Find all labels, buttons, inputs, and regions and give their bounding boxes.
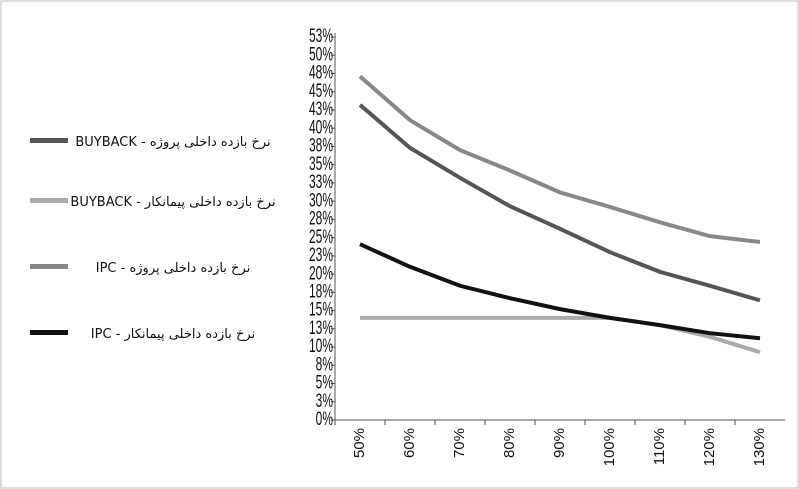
y-tick-label: 20% — [309, 262, 333, 284]
y-tick-label: 28% — [309, 208, 333, 230]
legend-swatch — [30, 138, 68, 143]
x-tick-label: 50% — [351, 428, 368, 458]
legend-label: نرخ بازده داخلی پیمانکار - BUYBACK — [70, 195, 276, 210]
y-tick-label: 13% — [309, 317, 333, 339]
legend-item: نرخ بازده داخلی پیمانکار - BUYBACK — [30, 190, 280, 216]
y-tick-label: 38% — [309, 135, 333, 157]
y-tick-label: 50% — [309, 44, 333, 66]
series-line — [358, 103, 761, 303]
legend-item: نرخ بازده داخلی پروژه - IPC — [30, 256, 280, 282]
legend-label: نرخ بازده داخلی پروژه - IPC — [95, 261, 251, 276]
y-tick-label: 0% — [316, 408, 333, 430]
legend-swatch — [30, 198, 68, 203]
legend-label: نرخ بازده داخلی پیمانکار - IPC — [90, 327, 256, 342]
x-tick-label: 90% — [551, 428, 568, 458]
y-tick-label: 33% — [309, 171, 333, 193]
x-tick-label: 130% — [751, 428, 768, 466]
x-tick-label: 120% — [701, 428, 718, 466]
y-tick-label: 5% — [316, 372, 333, 394]
legend-label: نرخ بازده داخلی پروژه - BUYBACK — [75, 135, 271, 150]
y-tick-label: 45% — [309, 80, 333, 102]
y-tick-label: 10% — [309, 335, 333, 357]
y-tick-label: 8% — [316, 354, 333, 376]
y-tick-label: 25% — [309, 226, 333, 248]
y-tick-label: 48% — [309, 62, 333, 84]
legend-swatch — [30, 330, 68, 335]
y-tick-label: 15% — [309, 299, 333, 321]
legend-item: نرخ بازده داخلی پیمانکار - IPC — [30, 322, 280, 348]
series-line — [358, 74, 761, 244]
y-tick-label: 43% — [309, 98, 333, 120]
x-tick-label: 80% — [501, 428, 518, 458]
x-tick-label: 60% — [401, 428, 418, 458]
y-tick-label: 35% — [309, 153, 333, 175]
y-tick-label: 53% — [309, 25, 333, 47]
series-line — [360, 315, 761, 355]
y-tick-label: 40% — [309, 116, 333, 138]
x-tick-label: 70% — [451, 428, 468, 458]
y-tick-label: 23% — [309, 244, 333, 266]
y-tick-label: 30% — [309, 189, 333, 211]
legend-item: نرخ بازده داخلی پروژه - BUYBACK — [30, 130, 280, 156]
series-line — [359, 242, 761, 341]
y-tick-label: 18% — [309, 281, 333, 303]
x-tick-label: 110% — [651, 428, 668, 465]
y-tick-label: 3% — [316, 390, 333, 412]
x-tick-label: 100% — [601, 428, 618, 466]
legend-swatch — [30, 264, 68, 269]
